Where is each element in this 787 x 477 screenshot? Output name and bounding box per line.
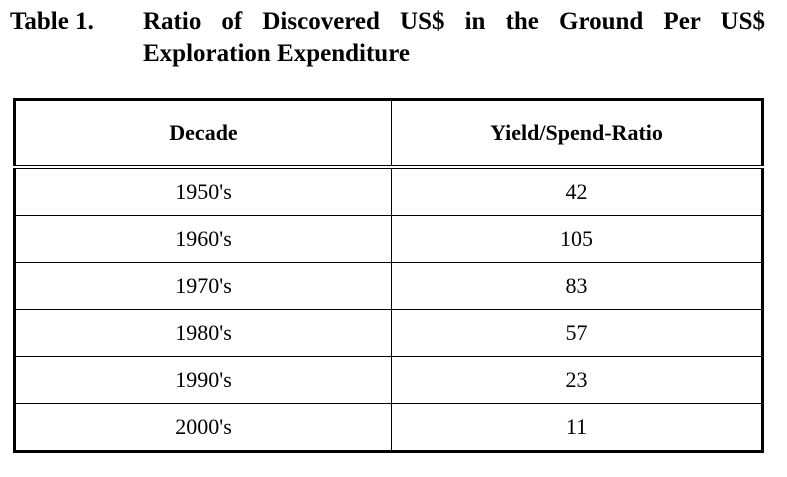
table-row: 1950's 42 [14, 166, 763, 216]
cell-ratio: 57 [391, 309, 763, 357]
table-title-line-2: Exploration Expenditure [143, 40, 410, 67]
yield-spend-table: Decade Yield/Spend-Ratio 1950's 42 1960'… [13, 98, 764, 453]
cell-ratio: 11 [391, 403, 763, 452]
cell-ratio: 23 [391, 356, 763, 404]
header-decade: Decade [14, 99, 392, 168]
table-caption: Table 1. Ratio of Discovered US$ in the … [10, 6, 765, 70]
table-row: 1980's 57 [14, 309, 763, 357]
cell-decade: 1960's [14, 215, 392, 263]
header-yield-spend-ratio: Yield/Spend-Ratio [391, 99, 763, 168]
table-header-row: Decade Yield/Spend-Ratio [14, 99, 763, 168]
cell-decade: 1950's [14, 166, 392, 216]
table-row: 1990's 23 [14, 356, 763, 404]
cell-ratio: 42 [391, 166, 763, 216]
cell-decade: 1990's [14, 356, 392, 404]
table-row: 2000's 11 [14, 403, 763, 452]
table-row: 1960's 105 [14, 215, 763, 263]
cell-decade: 1980's [14, 309, 392, 357]
table-row: 1970's 83 [14, 262, 763, 310]
cell-ratio: 83 [391, 262, 763, 310]
table-title: Ratio of Discovered US$ in the Ground Pe… [143, 6, 765, 70]
cell-ratio: 105 [391, 215, 763, 263]
table-number: Table 1. [10, 8, 94, 35]
cell-decade: 1970's [14, 262, 392, 310]
table-title-line-1: Ratio of Discovered US$ in the Ground Pe… [143, 8, 765, 35]
cell-decade: 2000's [14, 403, 392, 452]
